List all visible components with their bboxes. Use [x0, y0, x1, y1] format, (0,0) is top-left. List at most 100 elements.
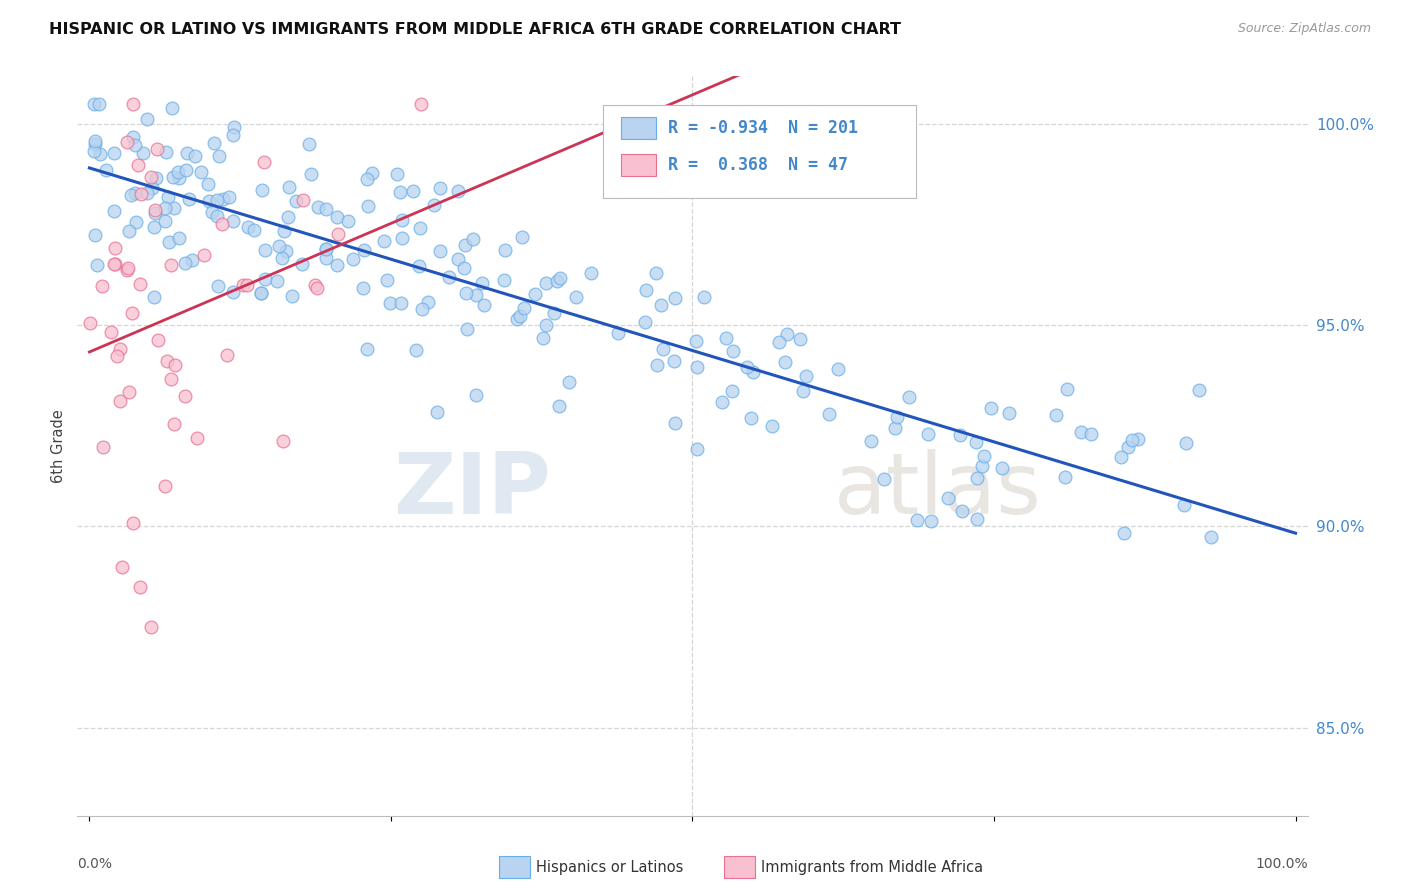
FancyBboxPatch shape — [603, 105, 917, 198]
Point — [117, 385, 139, 400]
Point — [205, 193, 228, 207]
Point — [267, 239, 290, 253]
Point — [375, 272, 398, 286]
Point — [447, 184, 470, 198]
Point — [873, 472, 896, 486]
Point — [650, 298, 672, 312]
Point — [950, 504, 973, 518]
Text: 0.0%: 0.0% — [77, 857, 112, 871]
Point — [506, 312, 529, 326]
Point — [162, 170, 184, 185]
Text: Hispanics or Latinos: Hispanics or Latinos — [536, 860, 683, 874]
Point — [84, 135, 107, 149]
Point — [103, 203, 125, 218]
Point — [1175, 436, 1198, 450]
Point — [326, 210, 349, 224]
Point — [105, 349, 128, 363]
Point — [167, 164, 190, 178]
Point — [664, 291, 686, 305]
Point — [266, 274, 288, 288]
Point — [141, 620, 163, 634]
Point — [222, 285, 245, 299]
Point — [1080, 427, 1102, 442]
Point — [163, 201, 186, 215]
Text: HISPANIC OR LATINO VS IMMIGRANTS FROM MIDDLE AFRICA 6TH GRADE CORRELATION CHART: HISPANIC OR LATINO VS IMMIGRANTS FROM MI… — [49, 22, 901, 37]
Text: atlas: atlas — [834, 449, 1042, 532]
Point — [122, 516, 145, 530]
Text: Immigrants from Middle Africa: Immigrants from Middle Africa — [761, 860, 983, 874]
Point — [297, 137, 319, 152]
Point — [426, 405, 449, 419]
Point — [315, 242, 337, 256]
Point — [128, 277, 150, 292]
Point — [91, 440, 114, 454]
Point — [510, 230, 533, 244]
Point — [292, 193, 315, 207]
Point — [409, 97, 432, 112]
Point — [131, 146, 153, 161]
Point — [103, 145, 125, 160]
Point — [179, 192, 201, 206]
Point — [391, 231, 413, 245]
Point — [1053, 470, 1076, 484]
Point — [79, 316, 101, 330]
Point — [352, 280, 374, 294]
Point — [231, 278, 253, 293]
Point — [207, 278, 229, 293]
Point — [129, 580, 152, 594]
Point — [167, 171, 190, 186]
Point — [91, 278, 114, 293]
Point — [157, 235, 180, 249]
Point — [408, 259, 430, 273]
Point — [141, 169, 163, 184]
Text: 100.0%: 100.0% — [1256, 857, 1308, 871]
Point — [183, 149, 205, 163]
Point — [564, 291, 586, 305]
Point — [342, 252, 364, 267]
Point — [135, 186, 157, 200]
Point — [938, 491, 960, 505]
Point — [997, 406, 1019, 420]
Point — [402, 184, 425, 198]
Point — [83, 145, 105, 159]
Point — [965, 435, 987, 450]
Point — [125, 215, 148, 229]
Point — [141, 180, 163, 194]
Point — [120, 188, 142, 202]
Point — [205, 209, 228, 223]
Point — [456, 285, 478, 300]
Point — [153, 214, 176, 228]
Point — [546, 274, 568, 288]
Point — [160, 258, 183, 272]
Point — [222, 120, 245, 135]
Point — [662, 354, 685, 368]
Point — [142, 290, 165, 304]
Point — [1188, 383, 1211, 397]
Point — [162, 101, 184, 115]
Point — [859, 434, 882, 448]
Point — [222, 128, 245, 143]
Point — [644, 266, 666, 280]
Point — [143, 206, 166, 220]
Point — [558, 376, 581, 390]
Point — [190, 165, 212, 179]
Point — [253, 244, 276, 258]
Point — [1199, 530, 1222, 544]
Point — [84, 136, 107, 151]
Point — [197, 178, 219, 192]
Point — [108, 342, 131, 356]
Point — [86, 258, 108, 272]
Point — [664, 417, 686, 431]
Point — [273, 224, 295, 238]
Point — [1112, 525, 1135, 540]
Point — [543, 306, 565, 320]
Point — [429, 180, 451, 194]
Point — [1109, 450, 1132, 465]
Point — [391, 212, 413, 227]
Point — [579, 266, 602, 280]
Point — [711, 394, 734, 409]
Point — [326, 227, 349, 241]
Point — [423, 197, 446, 211]
Point — [429, 244, 451, 259]
Point — [315, 251, 337, 265]
